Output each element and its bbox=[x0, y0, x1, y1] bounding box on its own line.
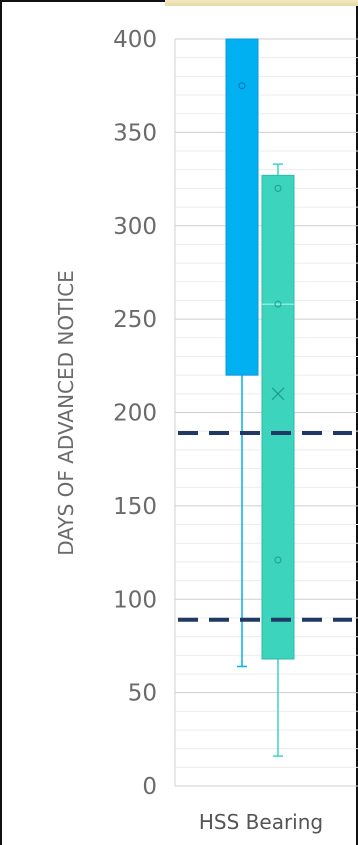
box-series bbox=[225, 38, 295, 757]
y-tick-label: 300 bbox=[113, 214, 157, 240]
y-tick-label: 200 bbox=[113, 401, 157, 427]
data-point bbox=[274, 184, 282, 192]
data-point bbox=[274, 556, 282, 564]
y-tick-label: 350 bbox=[113, 120, 157, 146]
y-axis-label: DAYS OF ADVANCED NOTICE bbox=[54, 270, 78, 556]
y-tick-label: 50 bbox=[128, 681, 157, 707]
data-point bbox=[238, 82, 246, 90]
y-tick-label: 100 bbox=[113, 587, 157, 613]
box bbox=[261, 174, 295, 660]
box-series-1 bbox=[225, 38, 259, 668]
y-tick-label: 0 bbox=[142, 774, 157, 800]
y-tick-label: 250 bbox=[113, 307, 157, 333]
x-axis-category-label: HSS Bearing bbox=[199, 810, 323, 834]
mean-marker bbox=[271, 387, 285, 401]
y-axis-ticks: 400 350 300 250 200 150 100 50 0 bbox=[113, 27, 157, 800]
top-edge-strip bbox=[165, 0, 358, 6]
data-point bbox=[274, 300, 282, 308]
box bbox=[225, 38, 259, 376]
y-tick-label: 400 bbox=[113, 27, 157, 53]
box-series-2 bbox=[261, 163, 295, 757]
y-tick-label: 150 bbox=[113, 494, 157, 520]
